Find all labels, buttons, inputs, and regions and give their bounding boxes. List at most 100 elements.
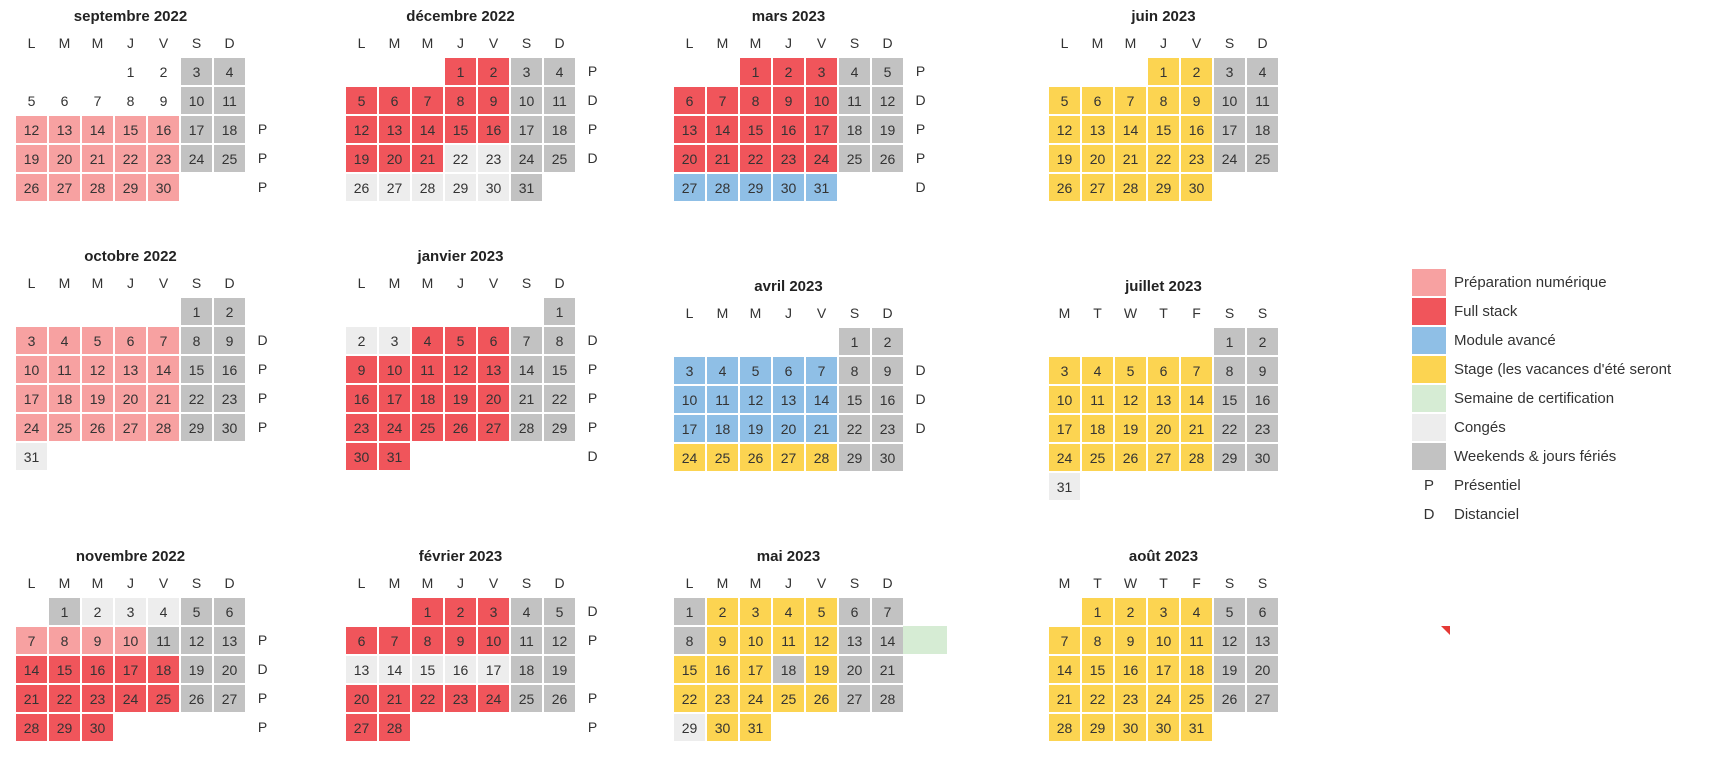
day-cell: 6 — [213, 597, 246, 626]
day-cell: 31 — [1048, 472, 1081, 501]
empty-cell — [477, 297, 510, 326]
empty-cell — [1114, 472, 1147, 501]
month-title: août 2023 — [1128, 548, 1199, 565]
empty-cell — [871, 173, 904, 202]
day-cell: 2 — [1246, 327, 1279, 356]
day-cell: 15 — [1081, 655, 1114, 684]
day-cell: 7 — [15, 626, 48, 655]
day-cell: 10 — [477, 626, 510, 655]
day-cell: 17 — [739, 655, 772, 684]
day-cell: 30 — [477, 173, 510, 202]
day-cell: 7 — [378, 626, 411, 655]
empty-cell — [15, 297, 48, 326]
attendance-mark — [1279, 684, 1312, 713]
day-cell: 16 — [213, 355, 246, 384]
empty-cell — [1180, 327, 1213, 356]
attendance-mark: P — [587, 632, 598, 648]
attendance-mark: P — [587, 390, 598, 406]
weekday-label: V — [816, 305, 827, 321]
day-cell: 26 — [345, 173, 378, 202]
day-cell: 20 — [838, 655, 871, 684]
day-cell: 21 — [706, 144, 739, 173]
day-cell: 4 — [1081, 356, 1114, 385]
empty-cell — [1114, 57, 1147, 86]
empty-cell — [1048, 327, 1081, 356]
day-cell: 2 — [147, 57, 180, 86]
month-title: septembre 2022 — [73, 8, 188, 25]
empty-cell — [1180, 472, 1213, 501]
day-cell: 30 — [706, 713, 739, 742]
day-cell: 3 — [673, 356, 706, 385]
weekday-label: S — [1257, 305, 1268, 321]
day-cell: 5 — [1048, 86, 1081, 115]
attendance-mark — [576, 173, 609, 202]
day-cell: 30 — [772, 173, 805, 202]
weekday-label: V — [1191, 35, 1202, 51]
day-cell: 1 — [444, 57, 477, 86]
empty-cell — [1246, 713, 1279, 742]
month-title: janvier 2023 — [417, 248, 504, 265]
day-cell: 10 — [805, 86, 838, 115]
empty-cell — [739, 327, 772, 356]
day-cell: 20 — [48, 144, 81, 173]
weekday-label: V — [158, 35, 169, 51]
empty-cell — [1048, 57, 1081, 86]
week-row: 10 11 12 13 14 15 16 — [1048, 385, 1312, 414]
day-cell: 1 — [1213, 327, 1246, 356]
weekday-label: M — [749, 575, 762, 591]
day-cell: 19 — [15, 144, 48, 173]
attendance-mark — [1279, 144, 1312, 173]
attendance-mark — [1279, 327, 1312, 356]
weekday-label: V — [488, 35, 499, 51]
day-cell: 13 — [378, 115, 411, 144]
week-row: 5 6 7 8 9 10 11 — [1048, 86, 1312, 115]
day-cell: 18 — [48, 384, 81, 413]
empty-cell — [1246, 472, 1279, 501]
week-row: 20 21 22 23 24 25 26 P — [673, 144, 937, 173]
weekday-label: M — [91, 275, 104, 291]
attendance-mark: D — [587, 92, 598, 108]
day-cell: 29 — [739, 173, 772, 202]
weekday-label: M — [91, 35, 104, 51]
day-cell: 6 — [1246, 597, 1279, 626]
empty-cell — [1213, 472, 1246, 501]
day-cell: 8 — [48, 626, 81, 655]
day-cell: 3 — [378, 326, 411, 355]
empty-cell — [772, 713, 805, 742]
empty-cell — [543, 173, 576, 202]
weekday-label: M — [716, 305, 729, 321]
day-cell: 8 — [838, 356, 871, 385]
weekday-label: S — [849, 575, 860, 591]
day-cell: 16 — [81, 655, 114, 684]
empty-cell — [81, 297, 114, 326]
day-cell: 9 — [706, 626, 739, 655]
day-cell: 11 — [543, 86, 576, 115]
attendance-mark — [1279, 713, 1312, 742]
day-cell: 28 — [147, 413, 180, 442]
day-cell: 14 — [81, 115, 114, 144]
attendance-mark — [1279, 57, 1312, 86]
day-cell: 29 — [1147, 173, 1180, 202]
weekday-label: J — [785, 35, 792, 51]
weekday-label: M — [388, 575, 401, 591]
empty-cell — [180, 442, 213, 471]
attendance-mark: P — [587, 361, 598, 377]
day-cell: 20 — [1081, 144, 1114, 173]
weekday-label: V — [158, 275, 169, 291]
week-row: 26 27 28 29 30 P — [15, 173, 279, 202]
day-cell: 15 — [411, 655, 444, 684]
day-cell: 6 — [345, 626, 378, 655]
day-cell: 11 — [411, 355, 444, 384]
attendance-mark — [1279, 356, 1312, 385]
month-title: octobre 2022 — [84, 248, 177, 265]
weekday-label: M — [58, 275, 71, 291]
day-cell: 26 — [1114, 443, 1147, 472]
empty-cell — [1081, 327, 1114, 356]
day-cell: 21 — [1048, 684, 1081, 713]
attendance-mark: D — [915, 92, 926, 108]
